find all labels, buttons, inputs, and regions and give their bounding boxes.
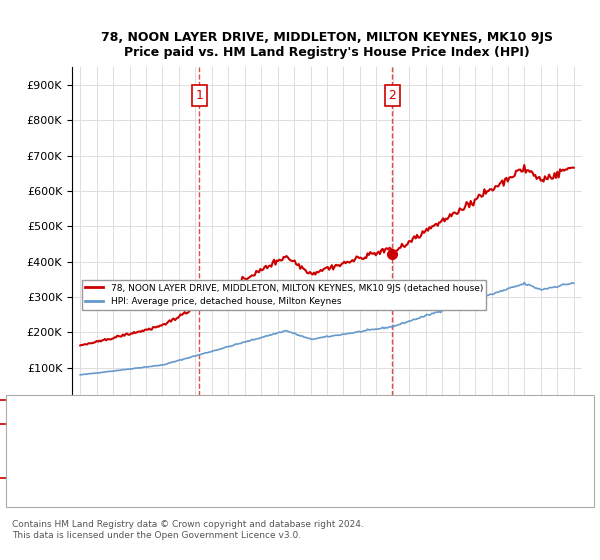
Text: £279,000: £279,000 bbox=[228, 422, 282, 432]
Legend: 78, NOON LAYER DRIVE, MIDDLETON, MILTON KEYNES, MK10 9JS (detached house), HPI: : 78, NOON LAYER DRIVE, MIDDLETON, MILTON … bbox=[82, 280, 487, 310]
Text: 28-MAR-2002: 28-MAR-2002 bbox=[78, 422, 152, 432]
Text: 2: 2 bbox=[20, 446, 28, 456]
Text: 1: 1 bbox=[20, 422, 28, 432]
Text: 58% ↑ HPI: 58% ↑ HPI bbox=[360, 422, 421, 432]
Text: 42% ↑ HPI: 42% ↑ HPI bbox=[360, 446, 421, 456]
Text: This data is licensed under the Open Government Licence v3.0.: This data is licensed under the Open Gov… bbox=[12, 531, 301, 540]
Text: Contains HM Land Registry data © Crown copyright and database right 2024.: Contains HM Land Registry data © Crown c… bbox=[12, 520, 364, 529]
Title: 78, NOON LAYER DRIVE, MIDDLETON, MILTON KEYNES, MK10 9JS
Price paid vs. HM Land : 78, NOON LAYER DRIVE, MIDDLETON, MILTON … bbox=[101, 31, 553, 59]
Text: 2: 2 bbox=[388, 89, 396, 102]
Text: £423,000: £423,000 bbox=[228, 446, 282, 456]
Text: 20-DEC-2013: 20-DEC-2013 bbox=[78, 446, 152, 456]
Text: 1: 1 bbox=[196, 89, 203, 102]
